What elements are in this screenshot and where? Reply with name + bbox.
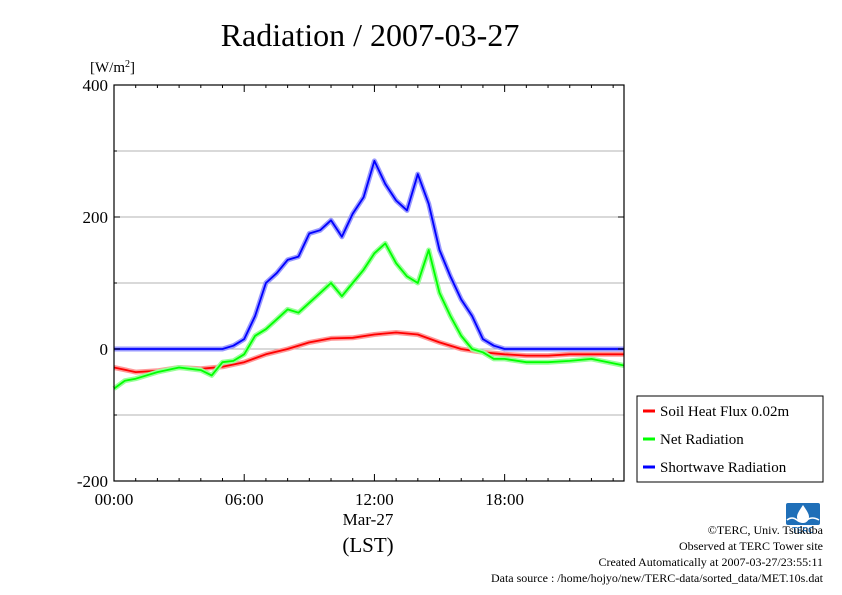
x-axis-label: (LST) bbox=[342, 533, 393, 557]
series-line-2 bbox=[114, 159, 624, 350]
terc-logo: TERC bbox=[786, 503, 820, 535]
y-axis-unit-sup: 2 bbox=[125, 59, 130, 70]
grid-lines bbox=[114, 150, 624, 416]
x-tick-label: 00:00 bbox=[95, 490, 134, 509]
legend-label-0: Soil Heat Flux 0.02m bbox=[660, 404, 790, 420]
chart-title: Radiation / 2007-03-27 bbox=[221, 17, 520, 53]
credit-site: Observed at TERC Tower site bbox=[678, 539, 823, 553]
y-axis-unit-close: ] bbox=[130, 60, 135, 76]
y-axis-unit-main: [W/m bbox=[90, 60, 125, 76]
terc-logo-wave-icon bbox=[786, 517, 820, 523]
series-line-1 bbox=[113, 242, 625, 390]
series-halo-2 bbox=[114, 158, 624, 352]
y-tick-label: 400 bbox=[83, 76, 109, 95]
legend-label-2: Shortwave Radiation bbox=[660, 460, 787, 476]
credit-created: Created Automatically at 2007-03-27/23:5… bbox=[598, 555, 823, 569]
legend-box bbox=[636, 395, 824, 483]
y-tick-label: 0 bbox=[100, 340, 109, 359]
y-axis-unit: [W/m2] bbox=[90, 59, 135, 76]
credits-block: ©TERC, Univ. Tsukuba Observed at TERC To… bbox=[491, 522, 823, 586]
x-axis-date: Mar-27 bbox=[343, 510, 394, 529]
y-tick-label: 200 bbox=[83, 208, 109, 227]
terc-logo-text: TERC bbox=[792, 526, 814, 535]
legend-label-1: Net Radiation bbox=[660, 432, 744, 448]
legend: Soil Heat Flux 0.02m Net Radiation Shortwa… bbox=[636, 395, 824, 483]
terc-logo-drop-icon bbox=[797, 505, 809, 523]
x-tick-label: 06:00 bbox=[225, 490, 264, 509]
credit-source: Data source : /home/hojyo/new/TERC-data/… bbox=[490, 571, 823, 585]
series-halo-0 bbox=[113, 330, 624, 375]
x-tick-label: 12:00 bbox=[355, 490, 394, 509]
series-halo-1 bbox=[112, 240, 625, 391]
credit-copyright: ©TERC, Univ. Tsukuba bbox=[707, 523, 823, 537]
series-layer bbox=[112, 158, 625, 391]
x-tick-label: 18:00 bbox=[485, 490, 524, 509]
y-tick-label: -200 bbox=[77, 472, 108, 491]
